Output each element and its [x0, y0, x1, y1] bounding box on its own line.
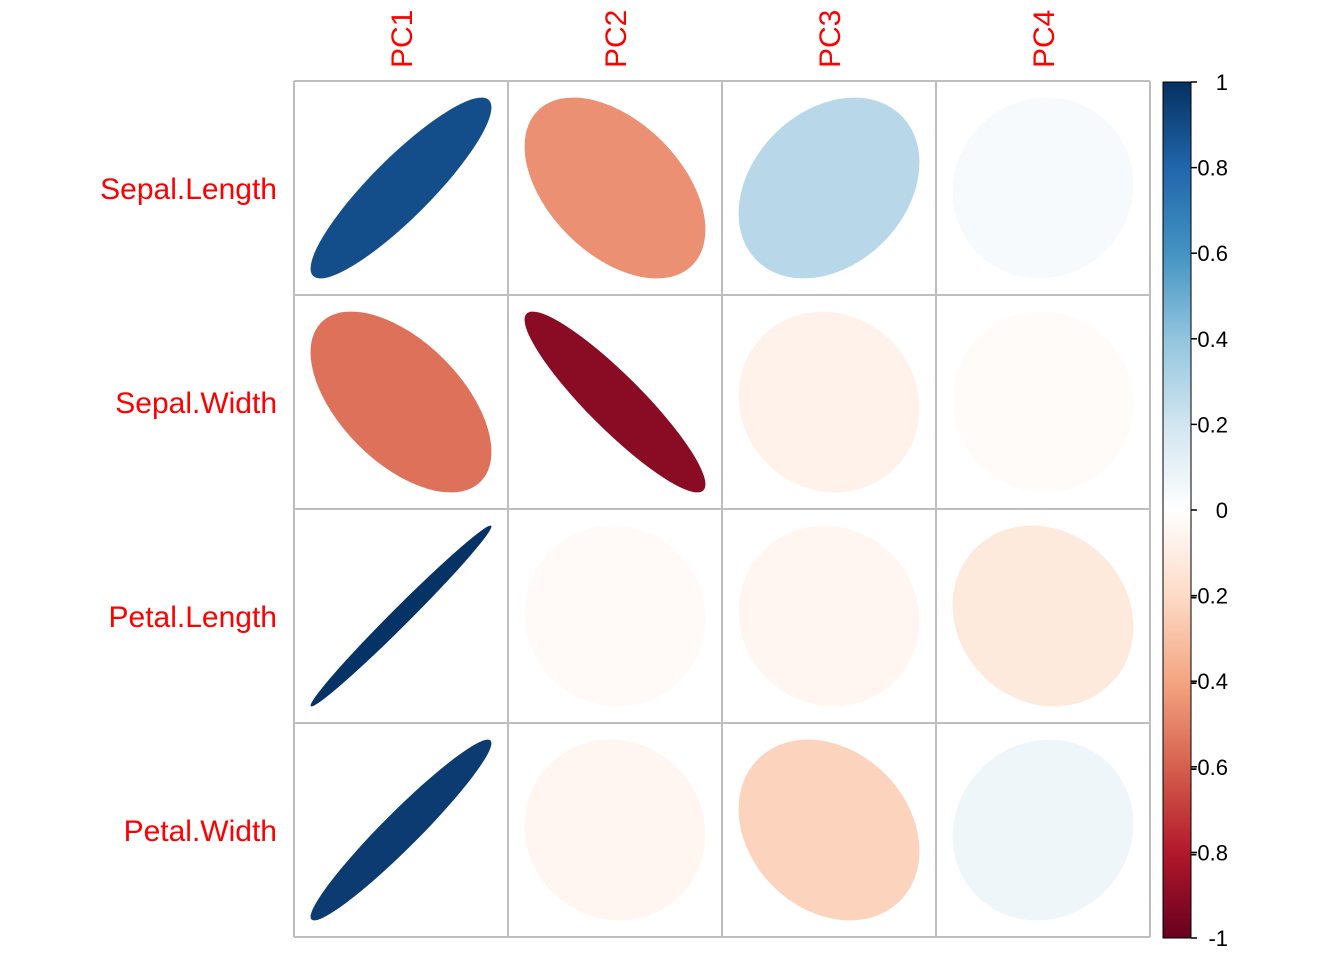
colorbar-tick-label: -1	[1208, 926, 1228, 951]
correlation-grid	[293, 80, 1151, 938]
ellipse-petal-length-pc2	[524, 525, 706, 707]
ellipse-petal-width-pc3	[738, 739, 920, 921]
ellipse-sepal-width-pc3	[738, 311, 920, 493]
colorbar-tick-label: 0.4	[1197, 327, 1228, 352]
colorbar-tick-label: -0.6	[1190, 755, 1228, 780]
ellipse-petal-length-pc4	[952, 525, 1134, 707]
color-legend: 1 0.8 0.6 0.4 0.2 0 -0.2 -0.4 -0.6 -0.8 -1	[1162, 70, 1228, 951]
ellipse-sepal-length-pc2	[524, 97, 706, 279]
column-label: PC1	[386, 10, 419, 68]
column-label: PC4	[1028, 10, 1061, 68]
ellipse-petal-length-pc3	[738, 525, 920, 707]
colorbar-tick-label: 1	[1216, 70, 1228, 95]
column-labels: PC1 PC2 PC3 PC4	[386, 10, 1061, 68]
colorbar-tick-label: 0.2	[1197, 412, 1228, 437]
ellipse-sepal-length-pc3	[738, 97, 920, 279]
colorbar-tick-label: 0.8	[1197, 156, 1228, 181]
ellipse-sepal-width-pc1	[310, 311, 492, 493]
colorbar-tick-label: 0.6	[1197, 241, 1228, 266]
ellipse-petal-width-pc4	[952, 739, 1134, 921]
colorbar-tick-label: -0.2	[1190, 584, 1228, 609]
ellipse-sepal-width-pc4	[952, 311, 1134, 493]
row-label: Sepal.Length	[100, 173, 277, 206]
ellipse-sepal-width-pc2	[524, 311, 706, 493]
row-label: Sepal.Width	[115, 387, 277, 420]
ellipse-petal-width-pc1	[310, 739, 492, 921]
row-labels: Sepal.Length Sepal.Width Petal.Length Petal…	[100, 173, 277, 848]
column-label: PC3	[814, 10, 847, 68]
colorbar-gradient	[1162, 81, 1192, 939]
colorbar-tick-label: -0.8	[1190, 840, 1228, 865]
ellipse-sepal-length-pc4	[952, 97, 1134, 279]
colorbar-tick-label: 0	[1216, 498, 1228, 523]
ellipse-petal-length-pc1	[310, 525, 492, 707]
colorbar-tick-label: -0.4	[1190, 669, 1228, 694]
column-label: PC2	[600, 10, 633, 68]
row-label: Petal.Length	[109, 601, 277, 634]
row-label: Petal.Width	[124, 815, 277, 848]
ellipse-sepal-length-pc1	[310, 97, 492, 279]
ellipse-petal-width-pc2	[524, 739, 706, 921]
